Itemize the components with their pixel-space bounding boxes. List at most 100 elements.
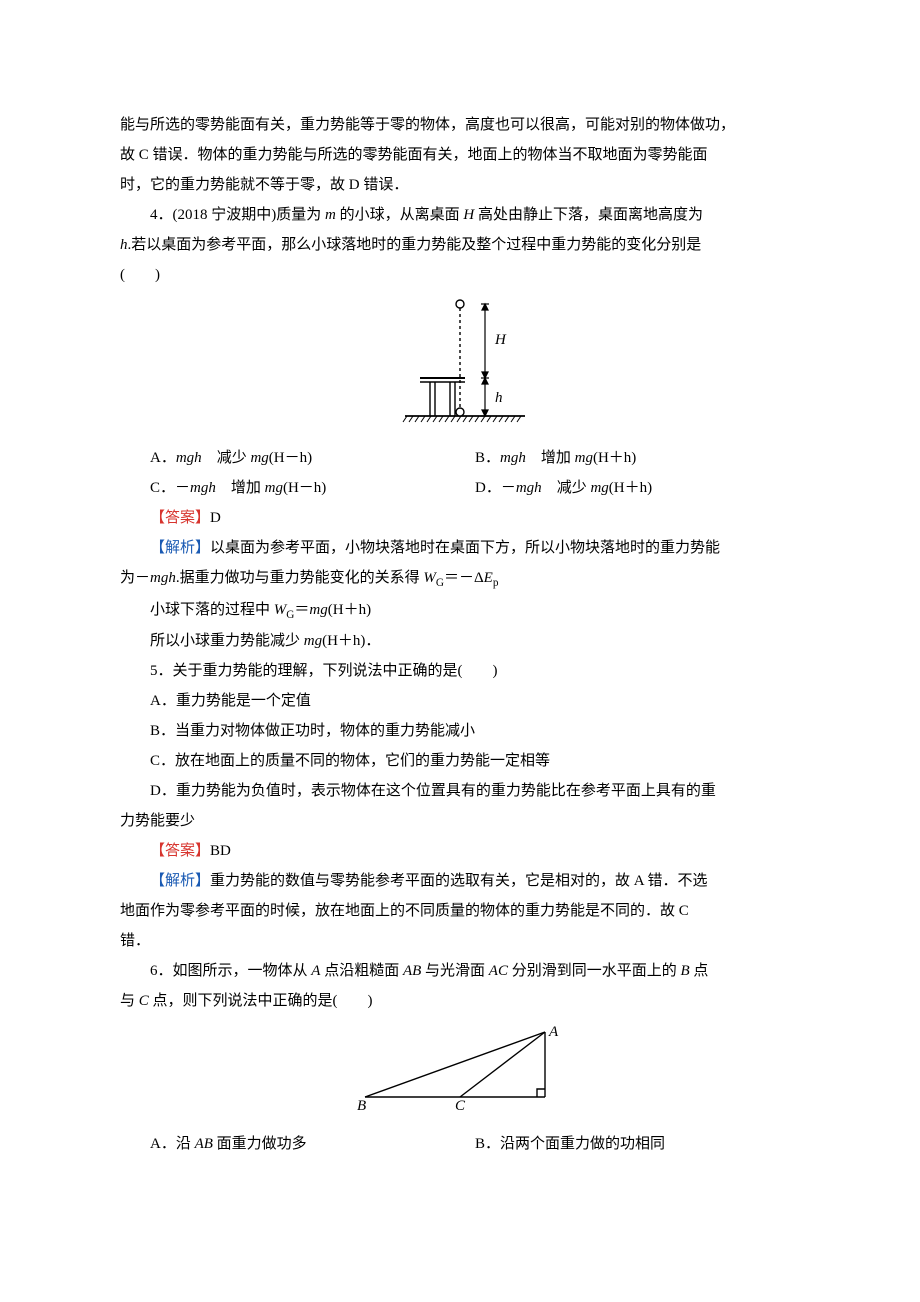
- q6-stem-l2-pre: 与: [120, 993, 139, 1009]
- q5-explain-line1: 【解析】重力势能的数值与零势能参考平面的选取有关，它是相对的，故 A 错．不选: [120, 866, 800, 896]
- answer-label: 【答案】: [150, 843, 210, 859]
- q4-A-mg: mg: [250, 450, 268, 466]
- q6-A-rest: 面重力做功多: [213, 1136, 307, 1152]
- q4-exp2-E: E: [484, 570, 493, 586]
- q5-stem: 5．关于重力势能的理解，下列说法中正确的是( ): [120, 656, 800, 686]
- q4-stem-line2: h.若以桌面为参考平面，那么小球落地时的重力势能及整个过程中重力势能的变化分别是: [120, 230, 800, 260]
- q6-A-pre: A．沿: [150, 1136, 195, 1152]
- q4-exp4-Hh: (H＋h)．: [322, 633, 380, 649]
- q4-explain-line3: 小球下落的过程中 WG＝mg(H＋h): [120, 595, 800, 627]
- q4-B-pre: B．: [475, 450, 500, 466]
- q5-opt-D-line1: D．重力势能为负值时，表示物体在这个位置具有的重力势能比在参考平面上具有的重: [120, 776, 800, 806]
- q5-explain-line2: 地面作为零参考平面的时候，放在地面上的不同质量的物体的重力势能是不同的．故 C: [120, 896, 800, 926]
- q5-explain-line3: 错．: [120, 926, 800, 956]
- q6-figure: A B C: [120, 1022, 800, 1123]
- q4-D-mid: 减少: [542, 480, 591, 496]
- q4-exp2-Gsub: G: [436, 577, 444, 589]
- q4-exp4-pre: 所以小球重力势能减少: [150, 633, 304, 649]
- q6-stem-line2: 与 C 点，则下列说法中正确的是( ): [120, 986, 800, 1016]
- q4-D-mg: mg: [590, 480, 608, 496]
- q4-B-mg: mg: [575, 450, 593, 466]
- q4-stem-prefix: 4．(2018 宁波期中)质量为: [150, 207, 325, 223]
- q6-var-B: B: [680, 963, 689, 979]
- q4-stem-mid2: 高处由静止下落，桌面离地高度为: [474, 207, 703, 223]
- q4-opt-B: B．mgh 增加 mg(H＋h): [475, 443, 800, 473]
- q6-stem-pre: 6．如图所示，一物体从: [150, 963, 311, 979]
- q4-var-H: H: [463, 207, 474, 223]
- q4-C-mgh: mgh: [190, 480, 216, 496]
- q6-fig-B: B: [357, 1098, 366, 1112]
- q4-B-mid: 增加: [526, 450, 575, 466]
- q4-A-mid: 减少: [202, 450, 251, 466]
- q4-figure: H h: [120, 296, 800, 437]
- answer-label: 【答案】: [150, 510, 210, 526]
- explain-label: 【解析】: [150, 540, 210, 556]
- q4-var-m: m: [325, 207, 336, 223]
- q6-opts-row1: A．沿 AB 面重力做功多 B．沿两个面重力做的功相同: [120, 1129, 800, 1159]
- q4-opt-D: D．－mgh 减少 mg(H＋h): [475, 473, 800, 503]
- pretext-line-3: 时，它的重力势能就不等于零，故 D 错误．: [120, 170, 800, 200]
- q6-stem-mid4: 点: [690, 963, 709, 979]
- q5-answer: BD: [210, 843, 231, 859]
- q4-opt-C: C．－mgh 增加 mg(H－h): [150, 473, 475, 503]
- q6-var-C: C: [139, 993, 149, 1009]
- q5-opt-D-line2: 力势能要少: [120, 806, 800, 836]
- q4-stem-line2-rest: .若以桌面为参考平面，那么小球落地时的重力势能及整个过程中重力势能的变化分别是: [128, 237, 702, 253]
- q4-exp4-mg: mg: [304, 633, 322, 649]
- q4-B-Hh: (H＋h): [593, 450, 636, 466]
- q4-answer: D: [210, 510, 221, 526]
- q4-exp-1a: 以桌面为参考平面，小物块落地时在桌面下方，所以小物块落地时的重力势能: [210, 540, 720, 556]
- q4-D-Hh: (H＋h): [609, 480, 652, 496]
- explain-label: 【解析】: [150, 873, 210, 889]
- pretext-line-1: 能与所选的零势能面有关，重力势能等于零的物体，高度也可以很高，可能对别的物体做功…: [120, 110, 800, 140]
- q5-opt-C: C．放在地面上的质量不同的物体，它们的重力势能一定相等: [120, 746, 800, 776]
- q4-C-mid: 增加: [216, 480, 265, 496]
- q4-exp3-mg: mg: [309, 602, 327, 618]
- pretext-line-2: 故 C 错误．物体的重力势能与所选的零势能面有关，地面上的物体当不取地面为零势能…: [120, 140, 800, 170]
- q4-explain-line4: 所以小球重力势能减少 mg(H＋h)．: [120, 626, 800, 656]
- q4-exp2-pre: 为－: [120, 570, 150, 586]
- q4-exp2-psub: p: [493, 577, 499, 589]
- q4-answer-line: 【答案】D: [120, 503, 800, 533]
- q6-A-AB: AB: [195, 1136, 213, 1152]
- q4-var-h: h: [120, 237, 128, 253]
- q4-A-Hh: (H－h): [269, 450, 312, 466]
- q4-stem-line3: ( ): [120, 260, 800, 290]
- q6-fig-A: A: [548, 1024, 559, 1040]
- q6-fig-C: C: [455, 1098, 466, 1112]
- q4-B-mgh: mgh: [500, 450, 526, 466]
- q4-opt-A: A．mgh 减少 mg(H－h): [150, 443, 475, 473]
- q4-exp3-W: W: [274, 602, 287, 618]
- q4-exp3-Hh: (H＋h): [328, 602, 371, 618]
- q4-exp3-pre: 小球下落的过程中: [150, 602, 274, 618]
- q6-stem-mid2: 与光滑面: [421, 963, 489, 979]
- q4-C-pre: C．－: [150, 480, 190, 496]
- q4-exp2-mid: .据重力做功与重力势能变化的关系得: [176, 570, 424, 586]
- q4-exp3-eq: ＝: [294, 602, 309, 618]
- q5-answer-line: 【答案】BD: [120, 836, 800, 866]
- q4-explain-line2: 为－mgh.据重力做功与重力势能变化的关系得 WG＝－ΔEp: [120, 563, 800, 595]
- q6-var-AB: AB: [403, 963, 421, 979]
- q4-A-mgh: mgh: [176, 450, 202, 466]
- q6-opt-B: B．沿两个面重力做的功相同: [475, 1129, 800, 1159]
- q6-stem-mid1: 点沿粗糙面: [320, 963, 403, 979]
- q4-opts-row1: A．mgh 减少 mg(H－h) B．mgh 增加 mg(H＋h): [120, 443, 800, 473]
- q4-opts-row2: C．－mgh 增加 mg(H－h) D．－mgh 减少 mg(H＋h): [120, 473, 800, 503]
- q6-opt-A: A．沿 AB 面重力做功多: [150, 1129, 475, 1159]
- q5-opt-B: B．当重力对物体做正功时，物体的重力势能减小: [120, 716, 800, 746]
- q6-stem-l2-rest: 点，则下列说法中正确的是( ): [149, 993, 373, 1009]
- q4-fig-H-label: H: [494, 332, 507, 348]
- q5-exp-1: 重力势能的数值与零势能参考平面的选取有关，它是相对的，故 A 错．不选: [210, 873, 708, 889]
- q4-C-mg: mg: [265, 480, 283, 496]
- q4-exp2-W: W: [423, 570, 436, 586]
- q4-D-pre: D．－: [475, 480, 516, 496]
- q4-D-mgh: mgh: [516, 480, 542, 496]
- page: 能与所选的零势能面有关，重力势能等于零的物体，高度也可以很高，可能对别的物体做功…: [0, 0, 920, 1302]
- q6-stem-line1: 6．如图所示，一物体从 A 点沿粗糙面 AB 与光滑面 AC 分别滑到同一水平面…: [120, 956, 800, 986]
- q4-fig-h-label: h: [495, 390, 503, 406]
- q4-explain-line1: 【解析】以桌面为参考平面，小物块落地时在桌面下方，所以小物块落地时的重力势能: [120, 533, 800, 563]
- q5-opt-A: A．重力势能是一个定值: [120, 686, 800, 716]
- q4-exp2-eq: ＝－Δ: [444, 570, 484, 586]
- q4-stem-mid1: 的小球，从离桌面: [336, 207, 464, 223]
- q4-exp2-mgh: mgh: [150, 570, 176, 586]
